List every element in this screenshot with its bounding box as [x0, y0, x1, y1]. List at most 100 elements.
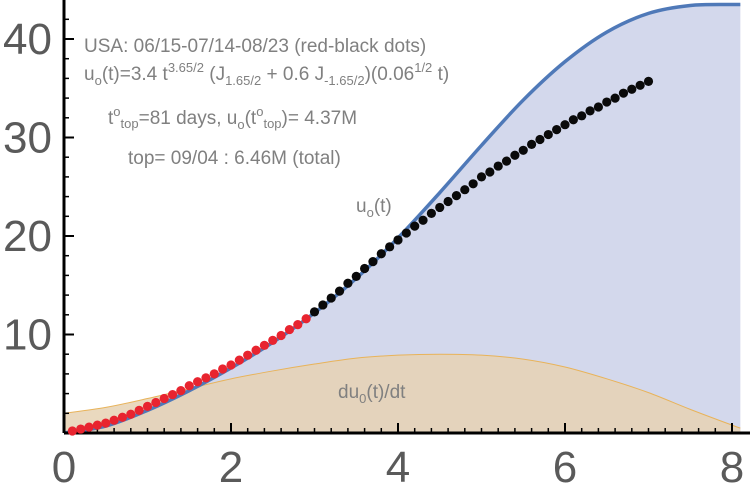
annotation-line1: USA: 06/15-07/14-08/23 (red-black dots) [84, 36, 426, 57]
ttop-t: t [108, 108, 114, 129]
annotation-formula: uo(t)=3.4 t3.65/2 (J1.65/2 + 0.6 J-1.65/… [84, 60, 449, 88]
red-dot [276, 330, 286, 341]
label-du-du: du [338, 382, 359, 403]
x-tick-label: 4 [386, 443, 410, 487]
black-dot [309, 307, 320, 317]
black-dot [593, 102, 604, 112]
red-dot [234, 355, 244, 365]
black-dot [443, 196, 453, 207]
formula-o-sub: o [95, 73, 102, 88]
y-tick-label: 30 [3, 114, 52, 163]
black-dot [368, 257, 378, 267]
black-dot [643, 76, 654, 86]
red-dot [142, 401, 153, 412]
formula-j1-sub: 1.65/2 [225, 73, 261, 88]
red-dot [268, 335, 278, 346]
black-dot [351, 271, 361, 281]
black-dot [460, 185, 470, 195]
label-uo-u: u [356, 196, 367, 217]
chart-dots [67, 76, 654, 436]
chart-areas [63, 2, 741, 435]
ttop-o2: o [256, 104, 263, 119]
annotation-top-date: top= 09/04 : 6.46M (total) [128, 148, 341, 169]
red-dot [301, 314, 311, 324]
label-uo-t: (t) [374, 196, 392, 217]
label-du: du0(t)/dt [338, 382, 406, 406]
red-dot [284, 324, 295, 335]
red-dot [243, 350, 253, 360]
formula-j2-sub: -1.65/2 [324, 73, 364, 88]
ttop-top2: top [263, 116, 281, 131]
label-du-sub: 0 [359, 391, 366, 406]
black-dot [585, 106, 595, 116]
red-dot [293, 320, 303, 330]
black-dot [485, 167, 495, 177]
black-dot [410, 221, 420, 231]
formula-arg: )(0.06 [365, 64, 415, 85]
annotation-top-time: totop=81 days, uo(totop)= 4.37M [108, 104, 357, 132]
red-dot [126, 409, 136, 419]
du-line [63, 353, 741, 429]
red-dot [218, 364, 228, 374]
red-dot [84, 422, 94, 432]
uo-line [63, 2, 741, 435]
y-tick-label: 20 [3, 212, 52, 261]
black-dot [376, 249, 386, 259]
black-dot [393, 235, 403, 245]
ttop-paren: (t [245, 108, 257, 129]
black-dot [602, 97, 612, 107]
formula-j1: (J [204, 64, 225, 85]
formula-u: u [84, 64, 95, 85]
black-dot [568, 115, 578, 125]
red-dot [151, 397, 161, 408]
formula-t: (t)=3.4 t [102, 64, 169, 85]
red-dot [76, 424, 86, 434]
black-dot [360, 263, 370, 274]
black-dot [401, 228, 411, 238]
ttop-uo-sub: o [237, 117, 244, 132]
red-dot [134, 405, 144, 415]
label-du-rest: (t)/dt [366, 382, 406, 403]
black-dot [451, 191, 462, 201]
annotations: USA: 06/15-07/14-08/23 (red-black dots) … [84, 36, 449, 406]
black-dot [501, 156, 512, 166]
formula-end: t) [432, 64, 449, 85]
formula-arg-exp: 1/2 [414, 60, 432, 75]
black-dot [552, 125, 562, 135]
x-tick-label: 6 [553, 443, 577, 487]
uo-area [64, 4, 741, 434]
label-uo: uo(t) [356, 196, 392, 220]
black-dot [435, 202, 445, 213]
red-dot [159, 393, 169, 404]
ttop-o: o [113, 104, 120, 119]
red-dot [184, 381, 194, 391]
ttop-top: top [121, 116, 139, 131]
red-dot [117, 412, 128, 422]
black-dot [543, 129, 553, 140]
black-dot [326, 293, 336, 303]
red-dot [201, 373, 211, 383]
red-dot [193, 377, 203, 387]
black-dot [627, 84, 637, 94]
black-dot [577, 111, 587, 121]
red-dot [259, 340, 269, 350]
y-tick-label: 40 [3, 15, 52, 64]
black-dot [635, 80, 645, 90]
black-dot [418, 215, 428, 225]
red-dot [67, 426, 77, 436]
x-tick-label: 2 [219, 443, 243, 487]
y-tick-label: 10 [3, 311, 52, 360]
red-dot [167, 389, 178, 400]
black-dot [560, 120, 570, 130]
red-dot [109, 415, 119, 425]
red-dot [101, 418, 111, 428]
black-dot [476, 172, 487, 182]
ttop-value: )= 4.37M [282, 108, 358, 129]
black-dot [535, 134, 545, 145]
label-uo-sub: o [367, 205, 374, 220]
formula-exp: 3.65/2 [168, 60, 204, 75]
red-dot [92, 420, 102, 430]
black-dot [618, 88, 629, 98]
x-tick-label: 0 [52, 443, 76, 487]
